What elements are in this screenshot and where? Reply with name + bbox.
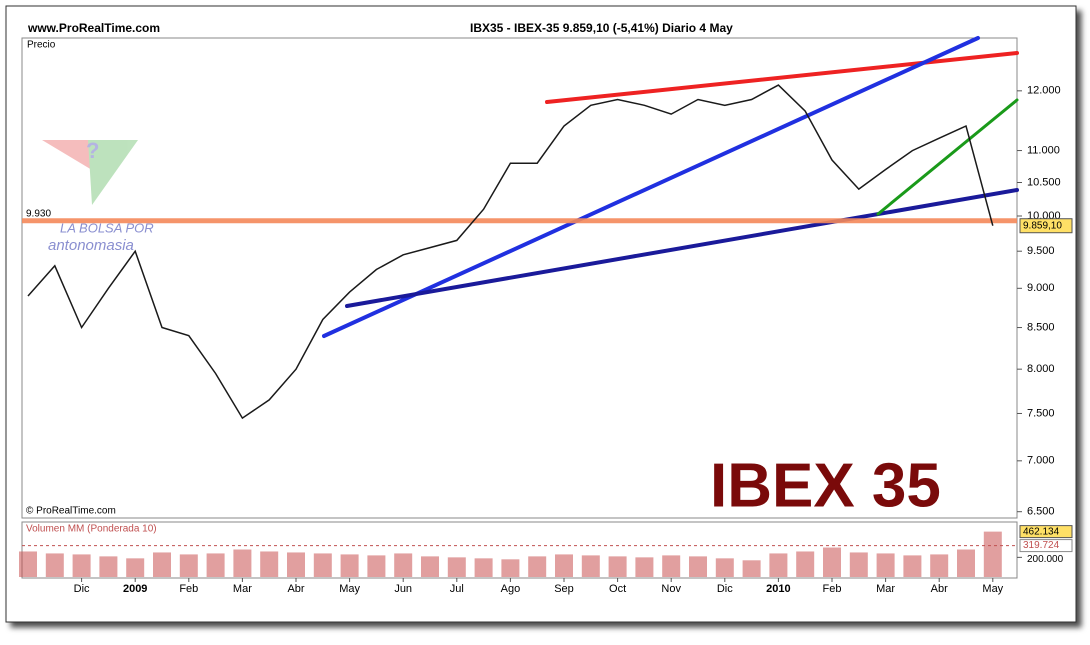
volume-bar — [849, 552, 868, 577]
volume-ma-box — [1019, 539, 1073, 553]
y-tick-label: 9.000 — [1027, 282, 1055, 294]
volume-bar — [447, 557, 466, 577]
support-label: 9.930 — [26, 208, 51, 219]
volume-bar — [555, 554, 573, 577]
volume-bar — [608, 556, 627, 577]
logo-shape — [42, 140, 92, 170]
y-tick-label: 6.500 — [1027, 506, 1055, 518]
volume-bar — [421, 556, 439, 577]
volume-bar — [72, 554, 91, 577]
x-tick-label: Nov — [661, 583, 681, 595]
x-tick-label: 2009 — [123, 583, 147, 595]
volume-bar — [876, 553, 895, 577]
y-tick-label: 7.000 — [1027, 455, 1055, 467]
volume-bar — [179, 554, 198, 577]
watermark: antonomasia — [48, 237, 134, 254]
y-tick-label: 11.000 — [1027, 144, 1060, 156]
watermark: LA BOLSA POR — [60, 220, 154, 235]
x-tick-label: Mar — [233, 583, 252, 595]
x-tick-label: Jun — [394, 583, 412, 595]
volume-bar — [233, 549, 252, 577]
volume-bar — [796, 551, 815, 577]
last-price-label: 9.859,10 — [1023, 220, 1062, 231]
y-tick-label: 8.500 — [1027, 321, 1055, 333]
volume-label-box — [1019, 525, 1073, 539]
x-tick-label: May — [339, 583, 360, 595]
y-tick-label: 9.500 — [1027, 245, 1055, 257]
y-tick-label: 8.000 — [1027, 363, 1055, 375]
trend-lines — [322, 36, 1019, 338]
y-label: Precio — [27, 40, 56, 51]
volume-bar — [930, 554, 949, 577]
trend-line — [876, 98, 1019, 216]
trend-line — [345, 188, 1019, 308]
logo-shape — [88, 140, 138, 205]
volume-bar — [287, 552, 305, 577]
volume-bar — [689, 556, 707, 577]
volume-bar — [260, 551, 279, 577]
last-price-box — [1019, 218, 1073, 234]
volume-bar — [340, 554, 359, 577]
x-tick-label: Abr — [287, 583, 304, 595]
copyright: © ProRealTime.com — [26, 506, 116, 517]
volume-bar — [742, 560, 761, 577]
logo-mark: ? — [86, 138, 99, 163]
volume-ma-label: 319.724 — [1023, 540, 1060, 551]
x-tick-label: Mar — [876, 583, 895, 595]
volume-bar — [206, 553, 225, 577]
x-tick-label: Feb — [823, 583, 842, 595]
x-tick-label: Oct — [609, 583, 626, 595]
volume-bar — [983, 531, 1002, 577]
x-tick-label: Ago — [501, 583, 521, 595]
y-tick-label: 10.500 — [1027, 176, 1061, 188]
volume-bar — [769, 553, 788, 577]
volume-bar — [903, 555, 922, 577]
y-tick-label: 7.500 — [1027, 407, 1055, 419]
volume-bar — [367, 555, 386, 577]
volume-bar — [474, 558, 493, 577]
x-tick-label: Dic — [74, 583, 90, 595]
trend-line — [322, 36, 980, 338]
volume-bar — [19, 551, 37, 577]
price-line — [27, 84, 994, 420]
y-tick-label: 12.000 — [1027, 85, 1061, 97]
volume-bar — [528, 556, 547, 577]
volume-bar — [581, 555, 600, 577]
volume-label: 462.134 — [1023, 526, 1060, 537]
x-tick-label: 2010 — [766, 583, 790, 595]
volume-bar — [662, 555, 681, 577]
volume-bar — [823, 547, 841, 577]
volume-title: Volumen MM (Ponderada 10) — [26, 524, 157, 535]
annotation: IBEX 35 — [710, 451, 941, 520]
volume-bar — [153, 552, 171, 577]
x-tick-label: Dic — [717, 583, 733, 595]
volume-tick-label: 200.000 — [1027, 554, 1064, 565]
x-tick-label: Abr — [931, 583, 948, 595]
volume-bar — [394, 553, 413, 577]
volume-bar — [45, 553, 64, 577]
x-tick-label: Sep — [554, 583, 574, 595]
volume-bar — [635, 557, 654, 577]
chart-title: IBX35 - IBEX-35 9.859,10 (-5,41%) Diario… — [470, 21, 733, 35]
volume-bar — [126, 558, 145, 577]
x-tick-label: May — [982, 583, 1003, 595]
x-tick-label: Feb — [179, 583, 198, 595]
volume-bar — [313, 553, 332, 577]
volume-bar — [957, 549, 975, 577]
watermark-logo: ? — [42, 138, 138, 205]
volume-bar — [715, 558, 734, 577]
trend-line — [545, 51, 1019, 104]
x-tick-label: Jul — [450, 583, 464, 595]
site: www.ProRealTime.com — [27, 21, 160, 35]
volume-bar — [501, 559, 520, 577]
volume-bar — [99, 556, 118, 577]
